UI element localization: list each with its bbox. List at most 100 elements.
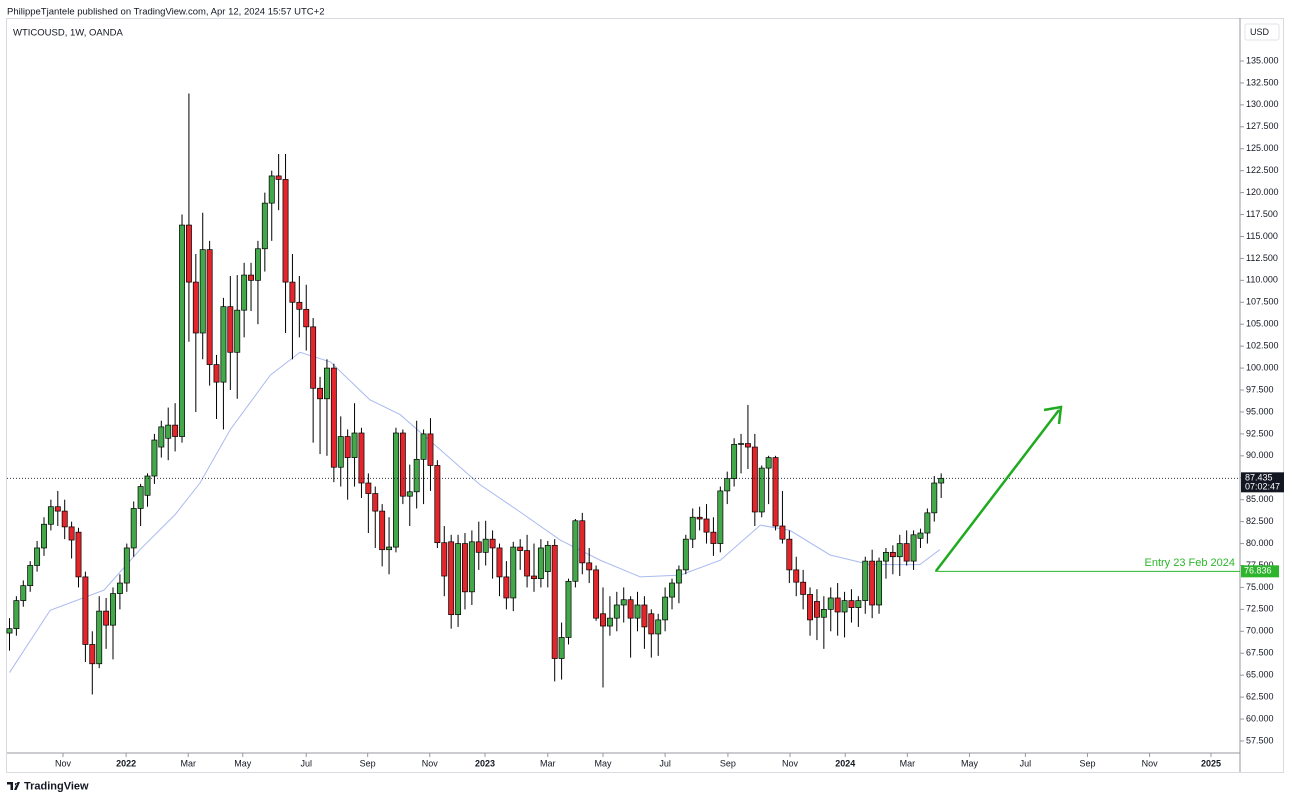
y-tick-label: 97.500 — [1246, 384, 1274, 394]
candle-body — [772, 457, 779, 527]
candle-body — [620, 599, 627, 606]
candle-body — [6, 628, 13, 634]
y-tick-label: 105.000 — [1246, 319, 1279, 329]
y-tick-label: 60.000 — [1246, 713, 1274, 723]
y-tick-label: 77.500 — [1246, 560, 1274, 570]
logo-mark — [7, 782, 20, 790]
candle-body — [717, 490, 724, 544]
candle-body — [110, 593, 116, 626]
y-tick-label: 80.000 — [1246, 538, 1274, 548]
candle-body — [503, 576, 510, 599]
candle-body — [786, 538, 793, 571]
candle-body — [482, 538, 489, 553]
x-tick-label: Jul — [659, 758, 671, 768]
currency-box — [1244, 23, 1280, 41]
candle-body — [20, 585, 27, 601]
candle-body — [744, 443, 751, 448]
y-tick-label: 102.500 — [1246, 341, 1279, 351]
candle-body — [524, 550, 531, 577]
y-tick-label: 92.500 — [1246, 428, 1274, 438]
candle-body — [579, 520, 586, 564]
candle-body — [172, 424, 179, 437]
countdown: 07:02:47 — [1245, 482, 1280, 492]
candle-body — [820, 609, 827, 618]
candle-body — [455, 543, 462, 615]
candle-body — [613, 604, 620, 619]
candle-body — [158, 426, 165, 448]
candle-body — [165, 424, 172, 439]
candle-body — [889, 551, 896, 558]
candle-body — [669, 582, 675, 598]
candle-body — [662, 596, 669, 621]
y-tick-label: 75.000 — [1246, 582, 1274, 592]
candle-body — [600, 613, 606, 627]
candle-body — [206, 249, 213, 365]
y-tick-label: 90.000 — [1246, 450, 1274, 460]
entry-price-box — [1241, 565, 1279, 578]
candle-body — [862, 560, 869, 601]
x-tick-label: Mar — [900, 758, 916, 768]
y-tick-label: 100.000 — [1246, 362, 1279, 372]
candle-body — [800, 581, 807, 595]
candle-body — [337, 436, 344, 468]
candle-body — [220, 306, 227, 383]
arrow-shaft — [935, 409, 1060, 572]
candle-body — [627, 599, 634, 619]
y-tick-label: 122.500 — [1246, 165, 1279, 175]
candle-body — [68, 526, 75, 541]
candle-body — [261, 202, 268, 250]
candle-body — [82, 576, 89, 645]
candle-body — [468, 541, 475, 593]
candle-body — [441, 542, 448, 577]
candle-body — [393, 432, 399, 548]
candle-body — [27, 565, 34, 587]
candle-body — [807, 594, 813, 621]
candle-body — [696, 516, 703, 520]
candle-body — [144, 475, 151, 496]
candle-body — [213, 364, 220, 383]
x-tick-label: 2024 — [835, 758, 855, 768]
x-tick-label: 2023 — [475, 758, 495, 768]
candle-body — [61, 510, 68, 528]
y-tick-label: 130.000 — [1246, 99, 1279, 109]
brand: TradingView — [24, 780, 89, 792]
candle-body — [765, 457, 772, 469]
candle-body — [103, 610, 110, 626]
candle-body — [365, 482, 372, 494]
candle-body — [372, 493, 379, 512]
entry-label: Entry 23 Feb 2024 — [1144, 557, 1235, 569]
arrow-head — [1043, 405, 1063, 425]
candle-body — [537, 547, 544, 580]
y-tick-label: 70.000 — [1246, 626, 1274, 636]
y-tick-label: 107.500 — [1246, 297, 1279, 307]
candle-body — [758, 467, 765, 513]
candle-body — [510, 546, 517, 599]
x-tick-label: Mar — [180, 758, 196, 768]
candle-body — [323, 367, 330, 400]
x-tick-label: Mar — [540, 758, 556, 768]
candle-body — [310, 326, 317, 389]
candle-body — [710, 531, 717, 544]
x-tick-label: Nov — [55, 758, 72, 768]
x-tick-label: Sep — [720, 758, 736, 768]
candle-body — [675, 569, 682, 584]
candle-body — [448, 541, 455, 615]
candle-body — [123, 547, 130, 584]
candle-body — [406, 491, 413, 497]
y-tick-label: 67.500 — [1246, 648, 1274, 658]
candle-body — [910, 534, 917, 562]
candle-body — [330, 367, 337, 468]
entry-price-label: 76.836 — [1244, 566, 1272, 576]
candle-body — [289, 281, 296, 303]
candle-body — [137, 486, 144, 509]
candle-body — [682, 538, 689, 571]
candle-body — [903, 543, 910, 562]
candle-body — [489, 538, 496, 549]
y-tick-label: 112.500 — [1246, 253, 1278, 263]
candle-body — [531, 575, 537, 580]
candle-body — [234, 309, 241, 353]
candle-body — [399, 432, 406, 497]
candle-body — [931, 482, 938, 514]
candle-body — [813, 601, 820, 618]
